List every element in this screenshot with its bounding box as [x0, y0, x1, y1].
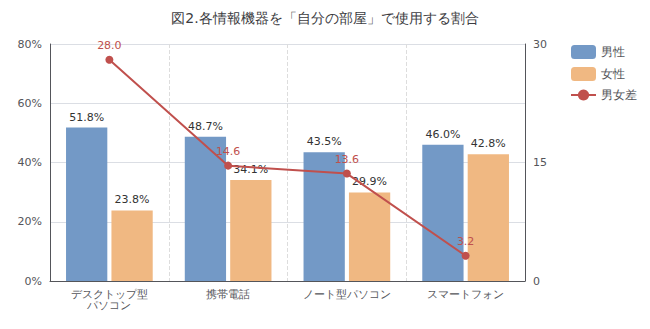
svg-text:男女差: 男女差	[601, 88, 637, 102]
svg-text:14.6: 14.6	[216, 145, 241, 158]
svg-text:スマートフォン: スマートフォン	[427, 288, 504, 301]
svg-text:42.8%: 42.8%	[471, 137, 506, 150]
svg-text:13.6: 13.6	[335, 153, 360, 166]
svg-text:携帯電話: 携帯電話	[206, 288, 250, 301]
svg-text:デスクトップ型: デスクトップ型	[70, 288, 148, 301]
svg-text:60%: 60%	[18, 97, 42, 110]
svg-text:0: 0	[533, 275, 540, 288]
svg-text:34.1%: 34.1%	[233, 163, 268, 176]
svg-text:15: 15	[533, 156, 547, 169]
svg-text:80%: 80%	[18, 38, 42, 51]
svg-text:3.2: 3.2	[457, 235, 475, 248]
svg-text:パソコン: パソコン	[86, 299, 131, 312]
svg-text:女性: 女性	[601, 67, 625, 81]
svg-text:28.0: 28.0	[97, 39, 122, 52]
svg-text:48.7%: 48.7%	[188, 120, 223, 133]
svg-text:男性: 男性	[601, 45, 625, 59]
svg-text:図2.各情報機器を「自分の部屋」で使用する割合: 図2.各情報機器を「自分の部屋」で使用する割合	[171, 10, 478, 26]
svg-text:51.8%: 51.8%	[69, 111, 104, 124]
svg-text:23.8%: 23.8%	[115, 193, 150, 206]
svg-text:43.5%: 43.5%	[307, 135, 342, 148]
svg-text:29.9%: 29.9%	[352, 175, 388, 189]
svg-text:46.0%: 46.0%	[425, 128, 460, 141]
svg-text:20%: 20%	[18, 215, 42, 228]
svg-text:ノート型パソコン: ノート型パソコン	[303, 288, 391, 301]
svg-text:40%: 40%	[18, 156, 42, 169]
svg-text:0%: 0%	[25, 275, 42, 288]
svg-text:30: 30	[533, 38, 547, 51]
